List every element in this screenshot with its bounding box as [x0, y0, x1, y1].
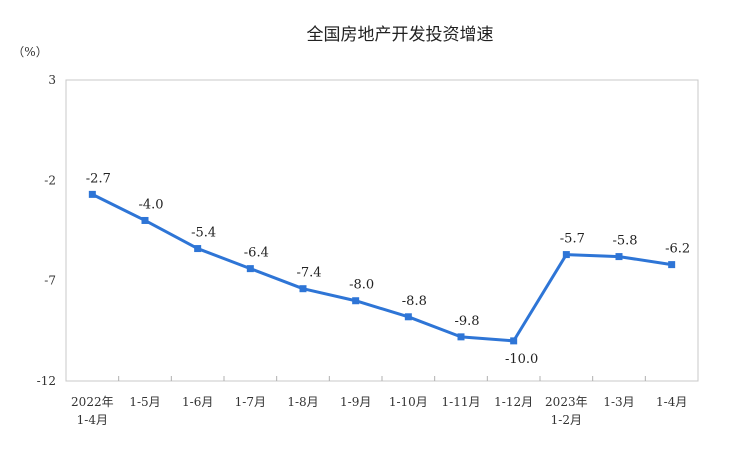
data-point-marker [141, 216, 149, 224]
y-tick-label: -7 [44, 274, 56, 288]
data-label: -5.7 [560, 232, 585, 247]
data-label: -2.7 [86, 171, 111, 186]
data-label: -4.0 [138, 197, 163, 212]
data-label: -7.4 [296, 266, 321, 281]
data-point-marker [562, 251, 570, 259]
x-tick-label: 1-5月 [129, 395, 160, 409]
data-point-marker [510, 337, 518, 345]
x-axis-ticks: 2022年 1-4月 1-5月 1-6月 1-7月 1-8月 1-9月 1-10月 1-11月 1… [71, 376, 687, 427]
x-tick-label: 1-12月 [494, 395, 533, 409]
data-label: -5.8 [612, 234, 637, 249]
data-label: -8.0 [349, 278, 374, 293]
data-point-marker [246, 265, 254, 273]
data-point-marker [194, 245, 202, 253]
x-tick-label: 1-4月 [656, 395, 687, 409]
y-tick-label: -2 [44, 173, 56, 187]
data-point-marker [299, 285, 307, 293]
x-tick-label: 1-7月 [235, 395, 266, 409]
chart-title: 全国房地产开发投资增速 [307, 25, 494, 45]
data-point-marker [352, 297, 360, 305]
data-point-marker [457, 333, 465, 341]
x-tick-label: 1-11月 [442, 395, 481, 409]
data-point-marker [615, 253, 623, 261]
y-tick-label: 3 [48, 73, 56, 87]
data-point-marker [88, 190, 96, 198]
data-label: -10.0 [505, 352, 538, 367]
x-tick-label: 1-8月 [287, 395, 318, 409]
data-label: -8.8 [402, 294, 427, 309]
data-label: -5.4 [191, 226, 216, 241]
data-point-marker [668, 261, 676, 269]
y-axis-ticks: 3 -2 -7 -12 [37, 73, 56, 388]
series-layer: -2.7 -4.0 -5.4 -6.4 -7.4 -8.0 -8.8 -9.8 -10.0 -5.… [86, 171, 690, 366]
x-tick-label: 2023年 [545, 395, 588, 409]
x-tick-label: 1-6月 [182, 395, 213, 409]
data-label: -9.8 [454, 314, 479, 329]
data-point-marker [404, 313, 412, 321]
data-label: -6.2 [665, 242, 690, 257]
x-tick-label: 1-4月 [77, 413, 108, 427]
x-tick-label: 1-9月 [340, 395, 371, 409]
x-tick-label: 1-3月 [603, 395, 634, 409]
x-tick-label: 2022年 [71, 395, 114, 409]
series-line [91, 193, 672, 343]
data-label: -6.4 [244, 246, 269, 261]
x-tick-label: 1-10月 [389, 395, 428, 409]
x-tick-label: 1-2月 [551, 413, 582, 427]
y-tick-label: -12 [37, 374, 56, 388]
y-axis-unit: （%） [12, 45, 47, 59]
